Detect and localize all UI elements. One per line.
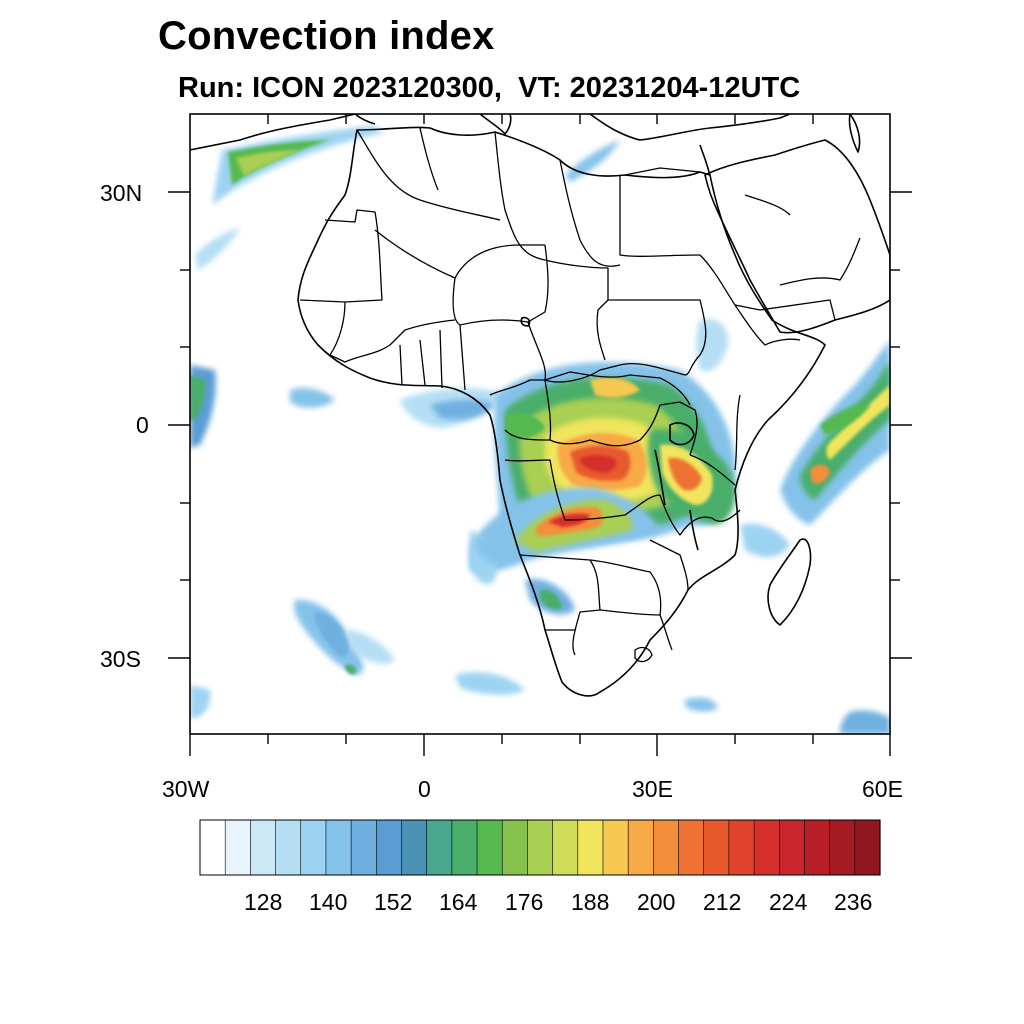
colorbar-label-164: 164 <box>439 889 478 915</box>
colorbar-cell <box>199 819 226 876</box>
colorbar-cell <box>451 819 478 876</box>
axis-ticks <box>168 114 912 756</box>
map-frame <box>189 113 891 735</box>
field-indian-ocean <box>780 340 890 734</box>
colorbar-cell <box>426 819 453 876</box>
colorbar-cell <box>804 819 831 876</box>
colorbar-label-212: 212 <box>703 889 742 915</box>
lakes <box>520 316 699 551</box>
caspian-coastline <box>848 114 861 153</box>
colorbar-cell <box>703 819 730 876</box>
lon-label-60e: 60E <box>862 776 903 802</box>
colorbar-label-188: 188 <box>571 889 610 915</box>
colorbar-cell <box>300 819 327 876</box>
lat-label-30s: 30S <box>100 646 141 672</box>
levant-coastline <box>699 144 711 176</box>
lat-label-30n: 30N <box>100 180 143 206</box>
colorbar-cell <box>778 819 806 876</box>
colorbar-label-224: 224 <box>769 889 808 915</box>
colorbar-cell <box>829 819 856 876</box>
colorbar-cell <box>501 819 529 876</box>
colorbar-label-128: 128 <box>244 889 283 915</box>
greece-turkey-coastline <box>589 114 791 141</box>
lake-malawi <box>689 509 699 551</box>
colorbar <box>199 819 881 876</box>
colorbar-label-140: 140 <box>309 889 348 915</box>
colorbar-label-152: 152 <box>374 889 413 915</box>
africa-coastline <box>297 126 826 697</box>
colorbar-cell <box>728 819 755 876</box>
colorbar-cell <box>527 819 554 876</box>
madagascar-coastline <box>767 538 812 626</box>
colorbar-cell <box>577 819 604 876</box>
colorbar-cell <box>375 819 403 876</box>
colorbar-cell <box>627 819 654 876</box>
colorbar-label-176: 176 <box>505 889 544 915</box>
lake-tanganyika <box>654 449 666 506</box>
lake-chad <box>520 316 531 327</box>
colorbar-cell <box>224 819 251 876</box>
colorbar-cell <box>678 819 705 876</box>
italy-coastline <box>479 114 512 135</box>
colorbar-cell <box>325 819 352 876</box>
lon-label-30w: 30W <box>162 776 210 802</box>
colorbar-frame <box>199 819 881 876</box>
colorbar-cell <box>653 819 680 876</box>
europe-coastline <box>190 114 356 151</box>
colorbar-label-236: 236 <box>834 889 873 915</box>
field-south-atlantic <box>190 538 718 718</box>
colorbar-cell <box>602 819 629 876</box>
colorbar-cell <box>854 819 881 876</box>
field-gulf-guinea <box>190 365 500 448</box>
colorbar-cell <box>401 819 428 876</box>
arabia-coastline <box>704 139 890 334</box>
colorbar-cell <box>753 819 780 876</box>
colorbar-cell <box>552 819 579 876</box>
colorbar-cell <box>275 819 302 876</box>
lon-label-0: 0 <box>418 776 431 802</box>
chart-title: Convection index <box>158 14 495 58</box>
chart-subtitle: Run: ICON 2023120300, VT: 20231204-12UTC <box>178 72 801 104</box>
lake-victoria <box>669 422 695 446</box>
lat-label-0: 0 <box>136 412 149 438</box>
colorbar-cell <box>476 819 503 876</box>
coastlines <box>190 114 890 697</box>
colorbar-cell <box>350 819 377 876</box>
colorbar-cell <box>250 819 277 876</box>
colorbar-label-200: 200 <box>637 889 676 915</box>
country-borders <box>299 127 861 663</box>
iberia-coastline <box>354 114 376 125</box>
lon-label-30e: 30E <box>632 776 673 802</box>
